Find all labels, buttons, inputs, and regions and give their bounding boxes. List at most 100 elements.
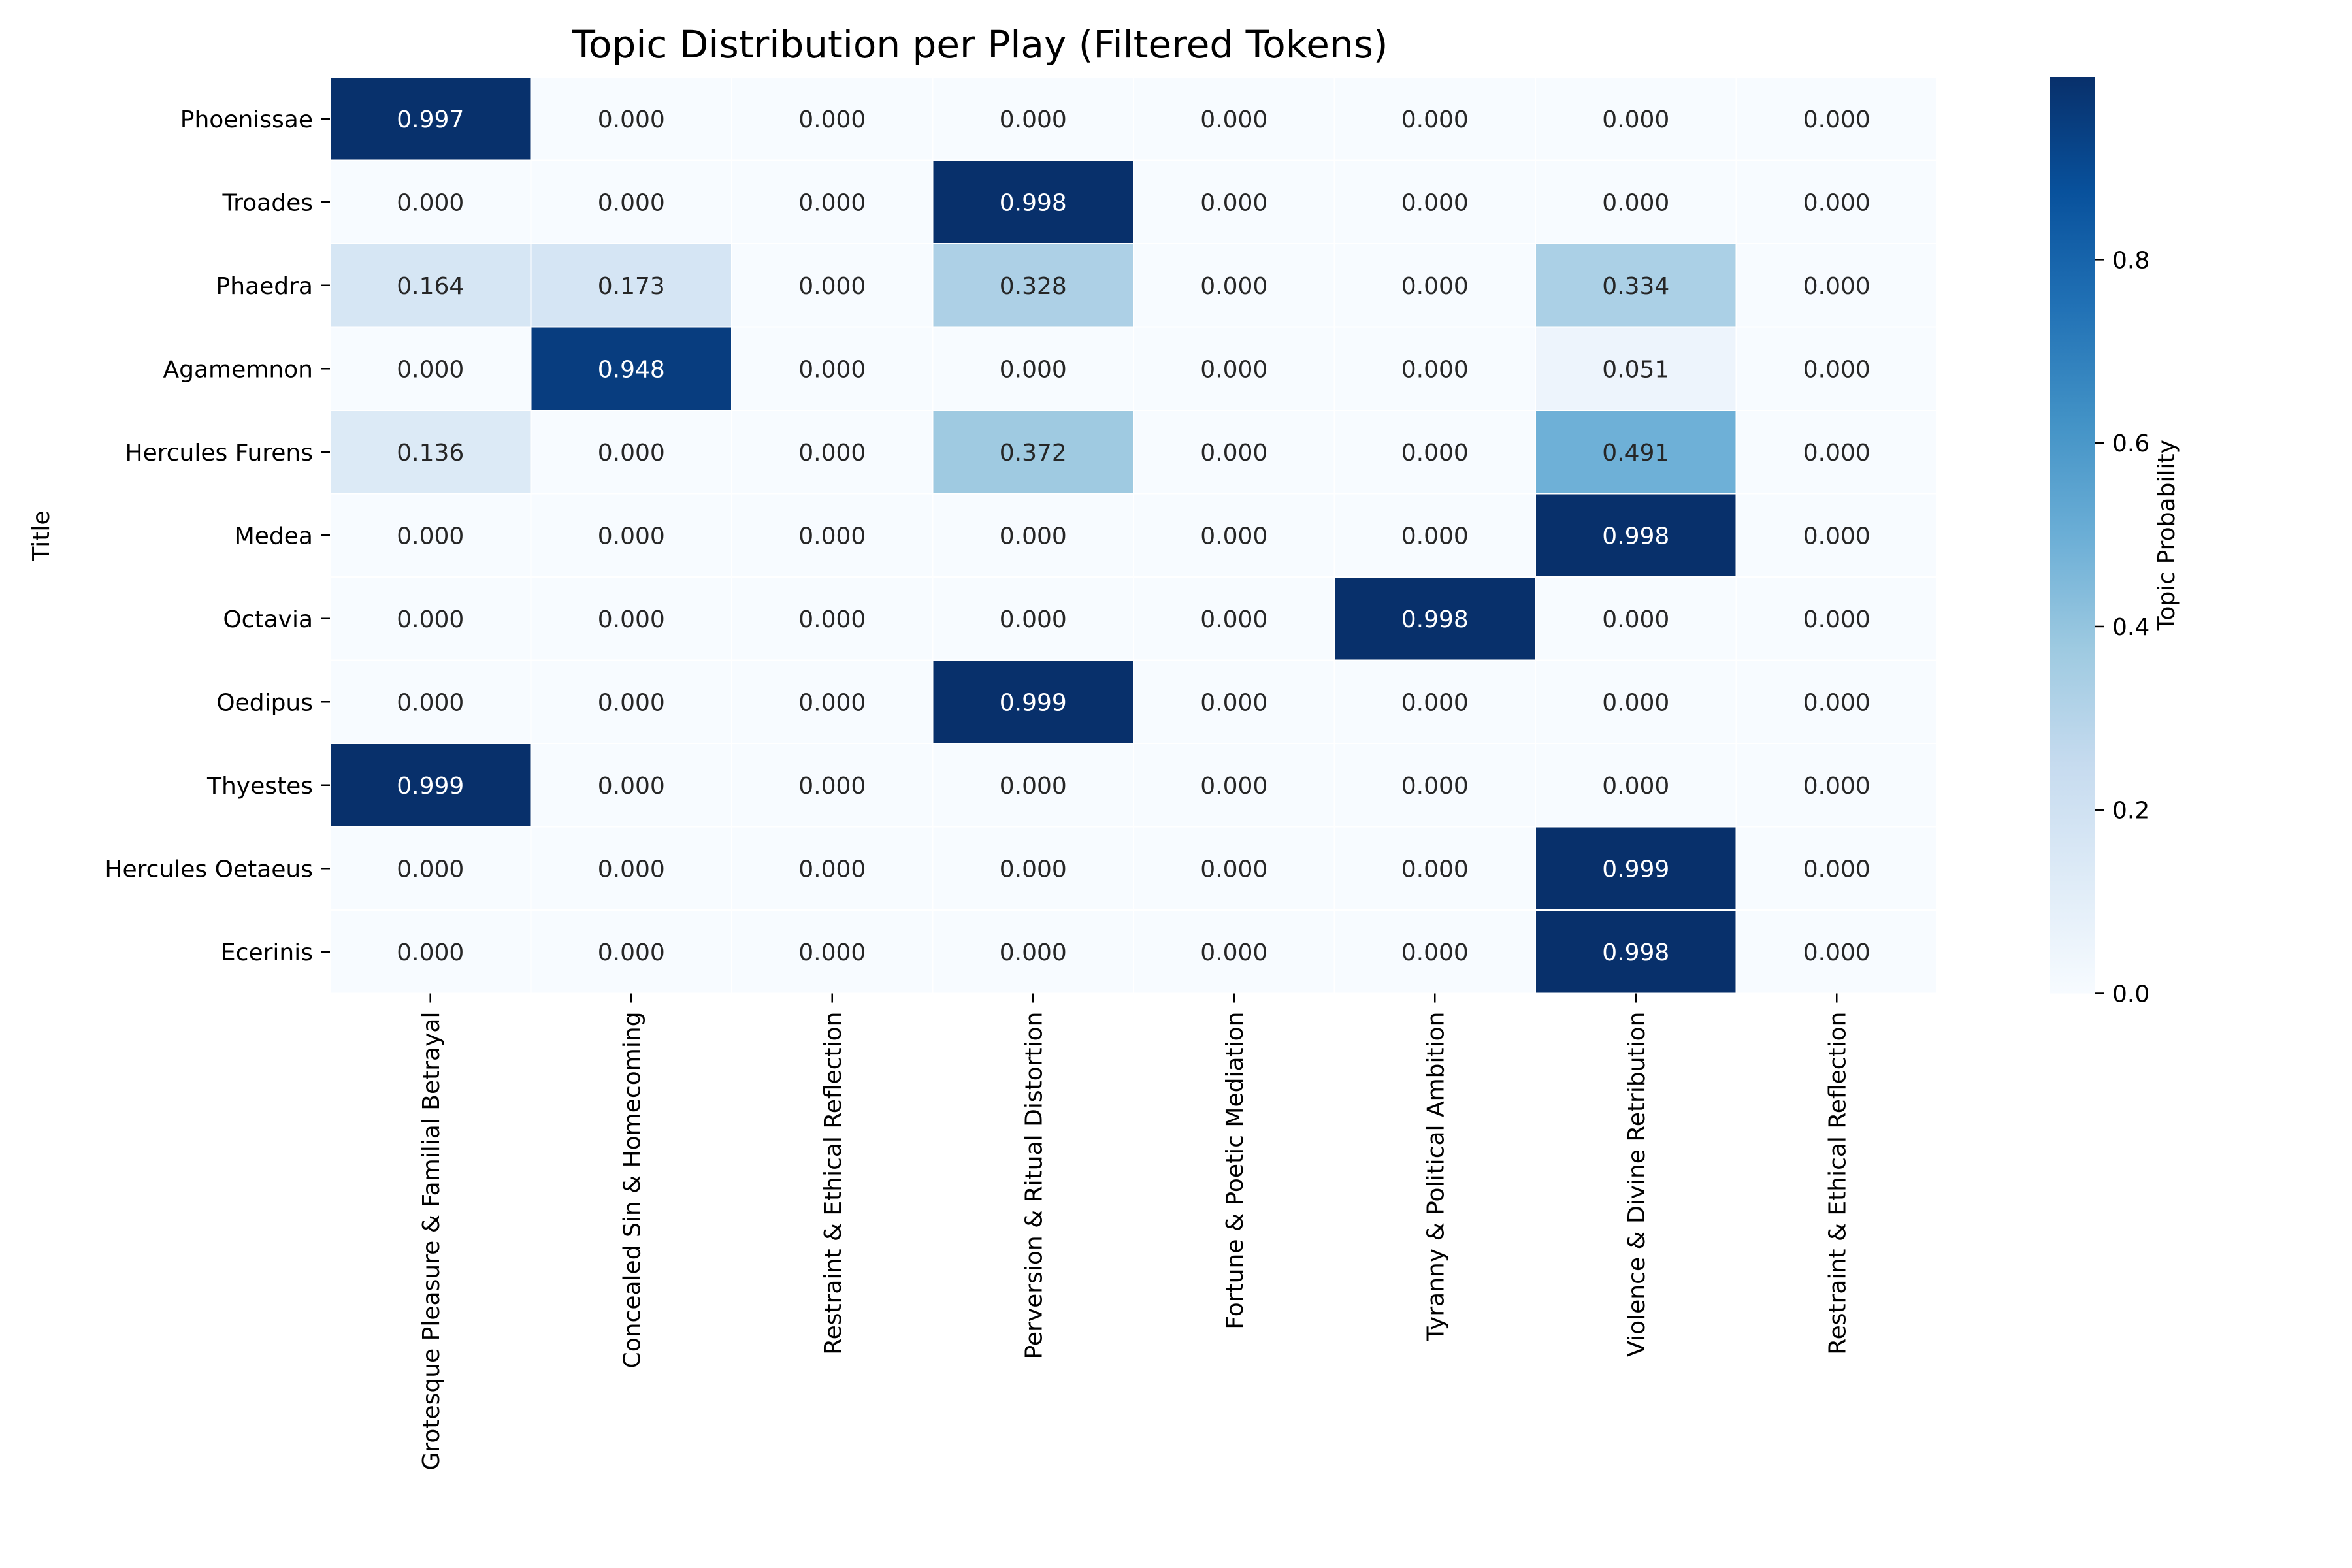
colorbar: 0.0 0.2 0.4 0.6 0.8 Topic Probability xyxy=(2050,77,2180,1008)
cell-value-label: 0.000 xyxy=(1200,856,1267,883)
heatmap-cell xyxy=(1133,909,1335,994)
cell-value-label: 0.000 xyxy=(1000,356,1067,383)
heatmap-cell xyxy=(731,826,934,911)
heatmap-cell xyxy=(1535,410,1737,495)
cell-value-label: 0.000 xyxy=(598,106,665,133)
cell-value-label: 0.000 xyxy=(1401,273,1469,300)
cell-value-label: 0.000 xyxy=(798,689,866,716)
heatmap-cell xyxy=(731,243,934,328)
heatmap-cell xyxy=(530,743,732,828)
cell-value-label: 0.000 xyxy=(1803,939,1870,966)
y-tick-label: Phoenissae xyxy=(180,106,313,133)
cell-value-label: 0.000 xyxy=(1803,440,1870,466)
cell-value-label: 0.000 xyxy=(1803,606,1870,633)
cell-value-label: 0.000 xyxy=(598,440,665,466)
cell-value-label: 0.000 xyxy=(1200,273,1267,300)
cell-value-label: 0.000 xyxy=(1401,356,1469,383)
heatmap-cell xyxy=(1735,159,1938,244)
y-tick-label: Phaedra xyxy=(216,273,313,300)
cell-value-label: 0.997 xyxy=(397,106,464,133)
cell-value-label: 0.998 xyxy=(1000,189,1067,216)
cell-value-label: 0.000 xyxy=(598,773,665,800)
cell-value-label: 0.000 xyxy=(1401,189,1469,216)
heatmap-cell xyxy=(329,243,532,328)
x-tick-label: Fortune & Poetic Mediation xyxy=(1222,1012,1249,1330)
y-tick-label: Medea xyxy=(235,523,313,549)
cell-value-label: 0.000 xyxy=(397,189,464,216)
heatmap-cell xyxy=(530,909,732,994)
colorbar-tick-label: 0.6 xyxy=(2112,431,2149,457)
heatmap-cell xyxy=(1133,159,1335,244)
cell-value-label: 0.999 xyxy=(397,773,464,800)
cell-value-label: 0.000 xyxy=(1401,856,1469,883)
heatmap-cell xyxy=(1535,159,1737,244)
heatmap-cell xyxy=(530,826,732,911)
cell-value-label: 0.000 xyxy=(798,106,866,133)
heatmap-cell xyxy=(329,326,532,411)
heatmap-cell xyxy=(1133,743,1335,828)
colorbar-tick-label: 0.8 xyxy=(2112,247,2149,274)
heatmap-cell xyxy=(932,909,1134,994)
cell-value-label: 0.999 xyxy=(1602,856,1669,883)
cell-value-label: 0.000 xyxy=(1401,523,1469,549)
cell-value-label: 0.000 xyxy=(798,440,866,466)
heatmap-cell xyxy=(1133,410,1335,495)
cell-value-label: 0.000 xyxy=(1401,440,1469,466)
cell-value-label: 0.000 xyxy=(397,939,464,966)
y-tick-label: Agamemnon xyxy=(163,356,313,383)
cell-value-label: 0.998 xyxy=(1602,939,1669,966)
cell-value-label: 0.000 xyxy=(1803,856,1870,883)
cell-value-label: 0.334 xyxy=(1602,273,1669,300)
heatmap-cells: 0.997 0.000 0.000 0.000 0.000 0.000 0.000 0.000… xyxy=(329,76,1938,994)
heatmap-cell xyxy=(932,159,1134,244)
heatmap-cell xyxy=(530,76,732,161)
cell-value-label: 0.000 xyxy=(397,856,464,883)
y-tick-label: Oedipus xyxy=(216,689,313,716)
cell-value-label: 0.000 xyxy=(1000,939,1067,966)
x-tick-label: Violence & Divine Retribution xyxy=(1624,1012,1650,1357)
cell-value-label: 0.000 xyxy=(1200,773,1267,800)
y-tick-label: Ecerinis xyxy=(221,939,313,966)
cell-value-label: 0.328 xyxy=(1000,273,1067,300)
cell-value-label: 0.000 xyxy=(1803,106,1870,133)
y-tick-label: Hercules Oetaeus xyxy=(105,856,313,883)
y-tick-label: Hercules Furens xyxy=(125,440,313,466)
cell-value-label: 0.000 xyxy=(1803,523,1870,549)
heatmap-cell xyxy=(731,659,934,744)
cell-value-label: 0.000 xyxy=(798,356,866,383)
cell-value-label: 0.000 xyxy=(397,689,464,716)
heatmap-cell xyxy=(731,410,934,495)
cell-value-label: 0.000 xyxy=(397,606,464,633)
heatmap-cell xyxy=(530,493,732,578)
cell-value-label: 0.000 xyxy=(1000,856,1067,883)
heatmap-cell xyxy=(1735,909,1938,994)
heatmap-cell xyxy=(329,826,532,911)
heatmap-cell xyxy=(1535,326,1737,411)
heatmap-cell xyxy=(1535,909,1737,994)
cell-value-label: 0.000 xyxy=(1401,689,1469,716)
heatmap-cell xyxy=(1333,410,1536,495)
x-tick-label: Restraint & Ethical Reflection xyxy=(820,1012,847,1355)
cell-value-label: 0.000 xyxy=(1200,440,1267,466)
heatmap-cell xyxy=(1535,826,1737,911)
cell-value-label: 0.173 xyxy=(598,273,665,300)
cell-value-label: 0.000 xyxy=(1803,356,1870,383)
heatmap-cell xyxy=(932,826,1134,911)
heatmap-cell xyxy=(329,76,532,161)
y-tick-label: Thyestes xyxy=(206,773,313,800)
cell-value-label: 0.000 xyxy=(1803,773,1870,800)
cell-value-label: 0.000 xyxy=(1200,523,1267,549)
heatmap-cell xyxy=(731,493,934,578)
heatmap-cell xyxy=(1535,493,1737,578)
colorbar-tick-label: 0.0 xyxy=(2112,981,2149,1008)
heatmap-cell xyxy=(731,909,934,994)
colorbar-tick-label: 0.4 xyxy=(2112,614,2149,641)
heatmap-cell xyxy=(1535,243,1737,328)
cell-value-label: 0.999 xyxy=(1000,689,1067,716)
cell-value-label: 0.000 xyxy=(1602,689,1669,716)
heatmap-cell xyxy=(731,76,934,161)
cell-value-label: 0.000 xyxy=(1200,106,1267,133)
cell-value-label: 0.372 xyxy=(1000,440,1067,466)
heatmap-cell xyxy=(731,576,934,661)
